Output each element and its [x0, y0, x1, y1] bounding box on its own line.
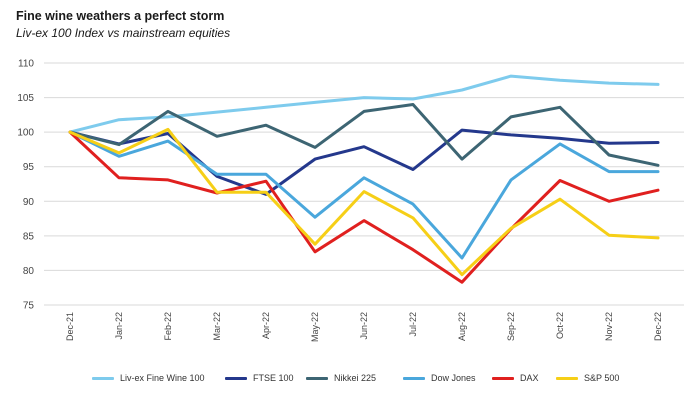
y-tick-label: 90 — [23, 197, 35, 208]
series-line — [68, 128, 660, 196]
legend-item: S&P 500 — [556, 373, 619, 383]
series-line — [68, 130, 660, 260]
x-tick-label: Sep-22 — [506, 312, 516, 341]
y-tick-label: 95 — [23, 162, 35, 173]
series-line — [68, 74, 660, 134]
x-tick-label: Jan-22 — [114, 312, 124, 340]
legend-label: S&P 500 — [584, 373, 620, 383]
legend-swatch — [92, 376, 114, 380]
x-tick-label: Aug-22 — [457, 312, 467, 341]
legend-label: DAX — [520, 373, 539, 383]
legend-item: Dow Jones — [403, 373, 476, 383]
y-tick-label: 105 — [17, 93, 34, 104]
legend-swatch — [556, 376, 578, 380]
legend-swatch — [306, 376, 328, 380]
legend-item: Liv-ex Fine Wine 100 — [92, 373, 205, 383]
y-tick-label: 85 — [23, 231, 35, 242]
x-tick-label: Dec-21 — [65, 312, 75, 341]
y-tick-label: 100 — [17, 128, 34, 139]
legend-item: DAX — [492, 373, 539, 383]
chart-subtitle: Liv-ex 100 Index vs mainstream equities — [16, 26, 231, 40]
x-tick-label: May-22 — [310, 312, 320, 342]
legend-label: Liv-ex Fine Wine 100 — [120, 373, 205, 383]
y-tick-label: 80 — [23, 266, 35, 277]
y-tick-label: 75 — [23, 301, 35, 312]
legend-swatch — [492, 376, 514, 380]
x-tick-label: Apr-22 — [261, 312, 271, 339]
legend-swatch — [225, 376, 247, 380]
legend-item: FTSE 100 — [225, 373, 294, 383]
legend-swatch — [403, 376, 425, 380]
y-tick-label: 110 — [18, 59, 34, 70]
line-chart: 75 80 85 90 95 100 105 110 Dec-21 Jan-22 Feb-22 Mar… — [17, 59, 684, 342]
x-tick-label: Oct-22 — [555, 312, 565, 339]
legend-label: FTSE 100 — [253, 373, 294, 383]
legend-label: Dow Jones — [431, 373, 476, 383]
x-tick-label: Feb-22 — [163, 312, 173, 341]
x-tick-label: Dec-22 — [653, 312, 663, 341]
legend-label: Nikkei 225 — [334, 373, 377, 383]
series-line — [68, 103, 660, 167]
series-line — [68, 127, 660, 277]
x-tick-label: Jun-22 — [359, 312, 369, 340]
x-tick-label: Jul-22 — [408, 312, 418, 337]
chart-legend: Liv-ex Fine Wine 100 FTSE 100 Nikkei 225 Do… — [0, 373, 700, 389]
series-line — [68, 130, 660, 284]
x-tick-label: Mar-22 — [212, 312, 222, 341]
legend-item: Nikkei 225 — [306, 373, 376, 383]
chart-title: Fine wine weathers a perfect storm — [16, 9, 225, 23]
x-tick-label: Nov-22 — [604, 312, 614, 341]
